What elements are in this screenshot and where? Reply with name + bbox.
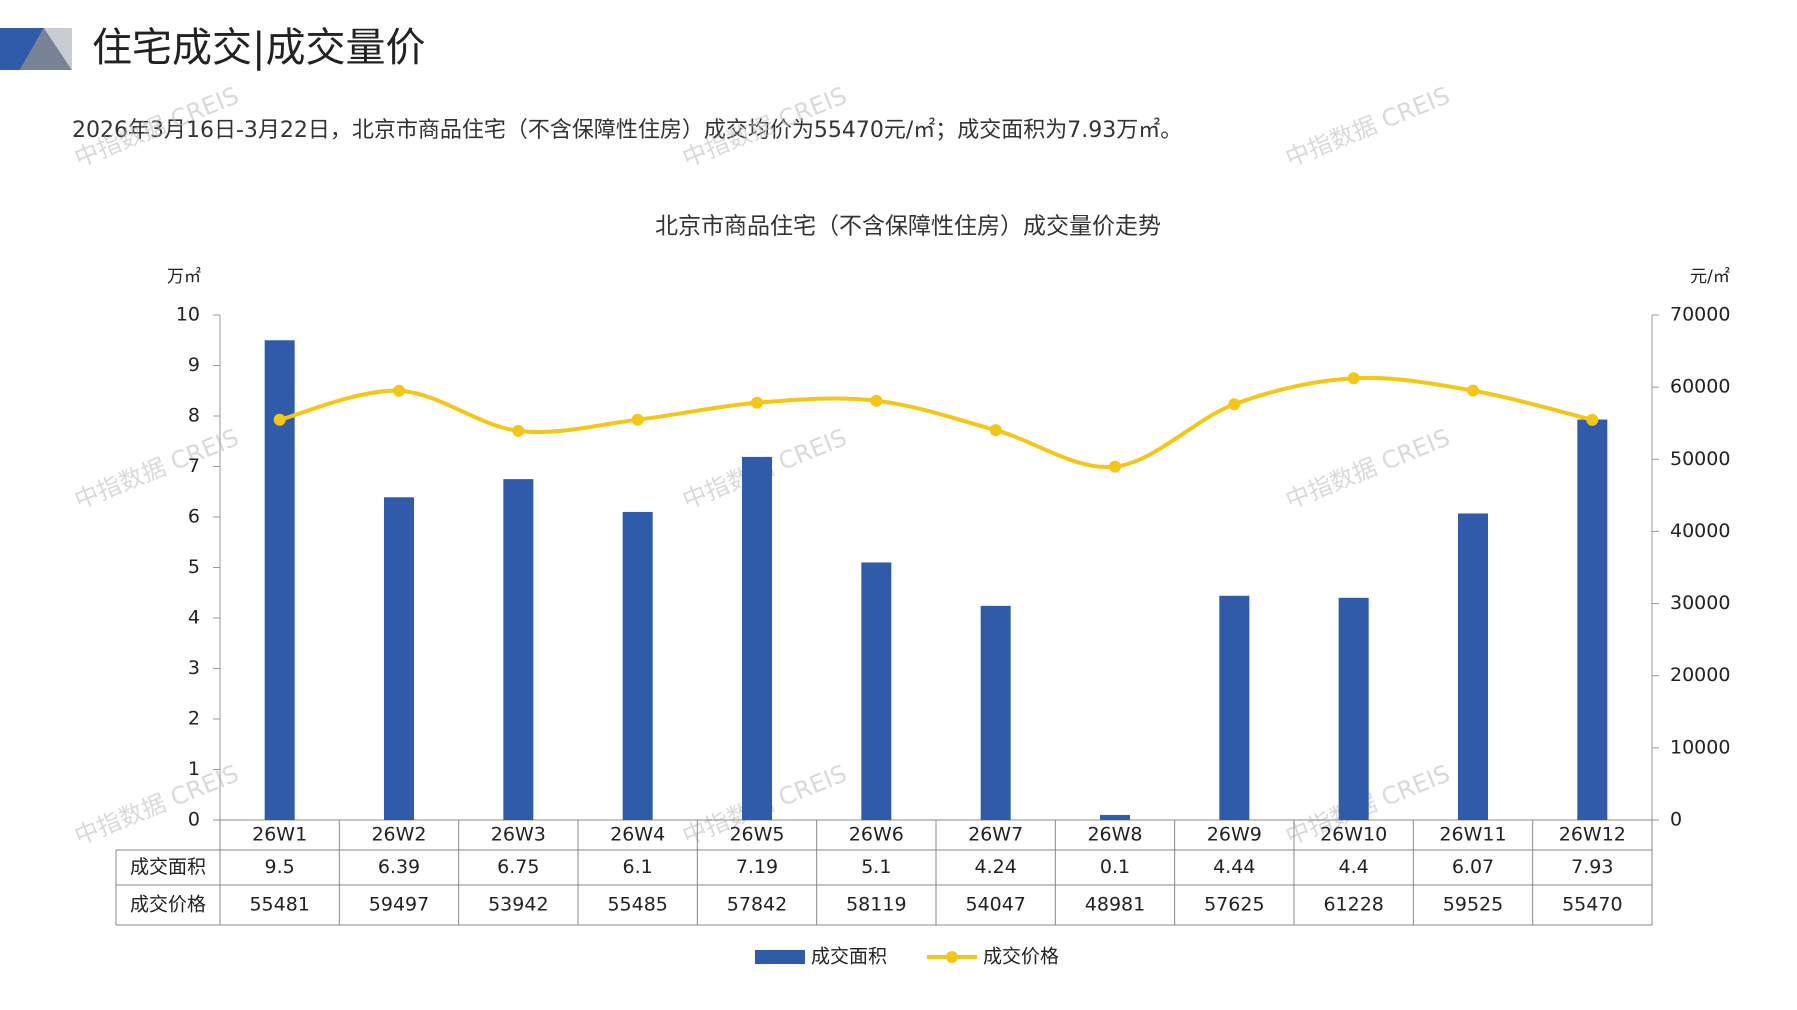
y-tick-label: 10 xyxy=(176,304,200,326)
price-dot xyxy=(393,384,405,397)
y-tick-label: 3 xyxy=(188,657,200,679)
price-dot xyxy=(1228,398,1241,411)
watermark: 中指数据 CREIS xyxy=(70,759,242,850)
price-dot xyxy=(1586,413,1599,426)
table-cell: 6.07 xyxy=(1452,856,1494,878)
table-cell: 4.24 xyxy=(975,856,1017,878)
y-tick-label: 6 xyxy=(188,506,200,528)
table-cell: 59497 xyxy=(369,894,429,916)
y2-tick-label: 50000 xyxy=(1670,448,1730,470)
bar xyxy=(1577,419,1608,820)
bar xyxy=(1100,814,1130,820)
price-dot xyxy=(512,424,525,437)
table-cell: 61228 xyxy=(1323,894,1383,916)
x-tick-label: 26W5 xyxy=(729,824,784,846)
y-tick-label: 4 xyxy=(188,607,200,629)
y-tick-label: 2 xyxy=(188,708,200,730)
x-tick-label: 26W6 xyxy=(849,824,904,846)
x-tick-label: 26W1 xyxy=(252,824,307,846)
table-cell: 4.44 xyxy=(1213,856,1255,878)
y-tick-label: 7 xyxy=(188,455,200,477)
x-tick-label: 26W8 xyxy=(1087,824,1142,846)
bar xyxy=(622,511,653,820)
table-cell: 57625 xyxy=(1204,894,1264,916)
price-dot xyxy=(273,413,286,426)
bar xyxy=(264,340,295,820)
table-cell: 6.1 xyxy=(623,856,653,878)
table-cell: 6.39 xyxy=(378,856,420,878)
table-cell: 55481 xyxy=(249,894,309,916)
table-cell: 55485 xyxy=(607,894,667,916)
header-decoration xyxy=(20,28,72,70)
bar xyxy=(1338,597,1369,820)
table-cell: 6.75 xyxy=(497,856,539,878)
x-tick-label: 26W4 xyxy=(610,824,665,846)
header-decoration xyxy=(0,28,44,70)
bar xyxy=(861,562,892,820)
chart-title: 北京市商品住宅（不含保障性住房）成交量价走势 xyxy=(655,214,1161,240)
table-cell: 9.5 xyxy=(265,856,295,878)
watermark: 中指数据 CREIS xyxy=(70,423,242,514)
x-tick-label: 26W3 xyxy=(491,824,546,846)
y2-tick-label: 40000 xyxy=(1670,520,1730,542)
x-tick-label: 26W11 xyxy=(1439,824,1506,846)
watermark: 中指数据 CREIS xyxy=(1281,81,1453,172)
table-cell: 7.93 xyxy=(1571,856,1613,878)
price-dot xyxy=(989,424,1002,437)
bar xyxy=(742,456,772,820)
table-cell: 4.4 xyxy=(1339,856,1369,878)
y-tick-label: 1 xyxy=(188,758,200,780)
y2-tick-label: 60000 xyxy=(1670,376,1730,398)
subtitle: 2026年3月16日-3月22日，北京市商品住宅（不含保障性住房）成交均价为55… xyxy=(72,117,1182,143)
price-dot xyxy=(631,413,644,426)
bar xyxy=(384,497,414,820)
price-dot xyxy=(1347,372,1360,385)
table-cell: 0.1 xyxy=(1100,856,1130,878)
table-row-header: 成交面积 xyxy=(130,856,206,878)
legend-swatch xyxy=(946,951,958,963)
y-tick-label: 0 xyxy=(188,809,200,831)
x-tick-label: 26W2 xyxy=(371,824,426,846)
legend-swatch xyxy=(755,950,805,964)
header-title: 住宅成交|成交量价 xyxy=(92,25,425,71)
table-cell: 54047 xyxy=(965,894,1025,916)
price-dot xyxy=(870,394,883,407)
table-cell: 57842 xyxy=(727,894,787,916)
y2-tick-label: 20000 xyxy=(1670,664,1730,686)
bar xyxy=(980,605,1011,820)
y2-axis-unit: 元/㎡ xyxy=(1690,267,1730,287)
table-cell: 5.1 xyxy=(861,856,891,878)
x-tick-label: 26W12 xyxy=(1559,824,1626,846)
bar xyxy=(1458,513,1488,820)
x-tick-label: 26W9 xyxy=(1207,824,1262,846)
y-axis-unit: 万㎡ xyxy=(167,267,201,287)
table-cell: 59525 xyxy=(1443,894,1503,916)
price-dot xyxy=(1109,460,1121,473)
bar xyxy=(1219,595,1250,820)
legend-label: 成交价格 xyxy=(983,946,1059,968)
y2-tick-label: 30000 xyxy=(1670,592,1730,614)
bar xyxy=(503,479,534,820)
x-tick-label: 26W10 xyxy=(1320,824,1387,846)
y-tick-label: 9 xyxy=(188,354,200,376)
y-tick-label: 5 xyxy=(188,556,200,578)
watermark: 中指数据 CREIS xyxy=(1281,423,1453,514)
y2-tick-label: 10000 xyxy=(1670,736,1730,758)
price-line xyxy=(279,375,1593,470)
legend-label: 成交面积 xyxy=(811,946,887,968)
table-cell: 7.19 xyxy=(736,856,778,878)
y-tick-label: 8 xyxy=(188,405,200,427)
price-dot xyxy=(1467,384,1479,397)
table-cell: 58119 xyxy=(846,894,906,916)
table-row-header: 成交价格 xyxy=(130,894,206,916)
x-tick-label: 26W7 xyxy=(968,824,1023,846)
table-cell: 53942 xyxy=(488,894,548,916)
price-dot xyxy=(751,396,763,409)
table-cell: 55470 xyxy=(1562,894,1622,916)
y2-tick-label: 0 xyxy=(1670,809,1682,831)
y2-tick-label: 70000 xyxy=(1670,304,1730,326)
header-decoration xyxy=(44,28,72,70)
table-cell: 48981 xyxy=(1085,894,1145,916)
